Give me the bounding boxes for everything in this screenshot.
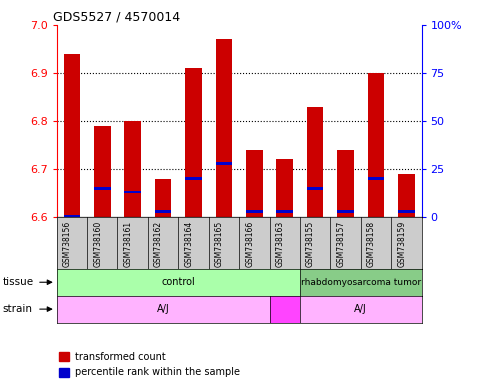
Bar xyxy=(246,150,263,217)
Text: rhabdomyosarcoma tumor: rhabdomyosarcoma tumor xyxy=(301,278,421,287)
Bar xyxy=(57,296,270,323)
Bar xyxy=(94,187,110,190)
Bar xyxy=(124,190,141,194)
Bar xyxy=(246,210,263,213)
Text: control: control xyxy=(161,277,195,287)
Text: GSM738165: GSM738165 xyxy=(215,221,224,267)
Bar xyxy=(64,54,80,217)
Text: GSM738164: GSM738164 xyxy=(184,221,193,267)
Text: A/J: A/J xyxy=(354,304,367,314)
Bar xyxy=(155,179,172,217)
Text: GSM738160: GSM738160 xyxy=(93,221,102,267)
Text: GSM738156: GSM738156 xyxy=(63,221,72,267)
Bar xyxy=(307,107,323,217)
Text: strain: strain xyxy=(2,304,33,314)
Bar xyxy=(215,40,232,217)
Text: GSM738166: GSM738166 xyxy=(246,221,254,267)
Bar xyxy=(277,210,293,213)
Bar xyxy=(300,269,422,296)
Bar xyxy=(124,121,141,217)
Bar xyxy=(277,159,293,217)
Bar xyxy=(337,210,354,213)
Text: transformed count: transformed count xyxy=(74,352,165,362)
Bar xyxy=(59,352,70,361)
Text: GSM738161: GSM738161 xyxy=(124,221,133,267)
Bar xyxy=(185,177,202,180)
Text: GSM738157: GSM738157 xyxy=(337,221,346,267)
Bar xyxy=(307,187,323,190)
Text: GSM738162: GSM738162 xyxy=(154,221,163,267)
Bar xyxy=(300,296,422,323)
Bar xyxy=(155,210,172,213)
Bar xyxy=(59,368,70,377)
Bar xyxy=(368,73,384,217)
Bar xyxy=(185,68,202,217)
Bar xyxy=(337,150,354,217)
Text: GSM738158: GSM738158 xyxy=(367,221,376,267)
Bar xyxy=(94,126,110,217)
Bar xyxy=(270,296,300,323)
Bar xyxy=(398,174,415,217)
Bar xyxy=(57,269,300,296)
Text: GSM738159: GSM738159 xyxy=(397,221,406,267)
Text: A/J: A/J xyxy=(157,304,170,314)
Text: tissue: tissue xyxy=(2,277,34,287)
Bar xyxy=(368,177,384,180)
Text: GSM738155: GSM738155 xyxy=(306,221,315,267)
Text: GSM738163: GSM738163 xyxy=(276,221,284,267)
Text: BALB
/c: BALB /c xyxy=(274,300,296,319)
Bar xyxy=(215,162,232,165)
Bar xyxy=(398,210,415,213)
Text: GDS5527 / 4570014: GDS5527 / 4570014 xyxy=(53,11,180,24)
Bar xyxy=(64,215,80,217)
Text: percentile rank within the sample: percentile rank within the sample xyxy=(74,367,240,377)
